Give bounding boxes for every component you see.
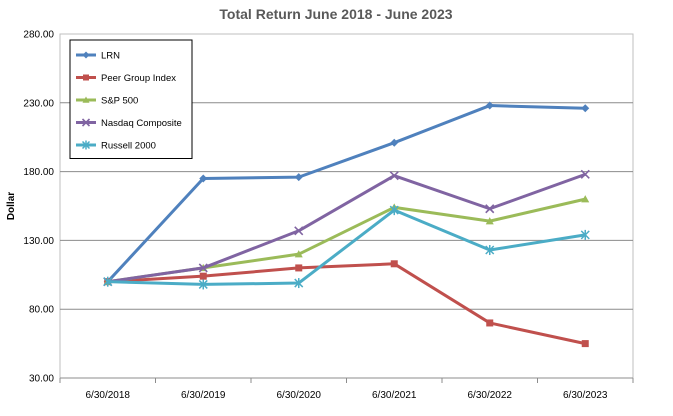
data-point — [103, 276, 113, 287]
y-tick-label: 30.00 — [29, 374, 54, 385]
data-point — [581, 195, 590, 203]
x-tick-label: 6/30/2021 — [372, 390, 417, 401]
data-point — [82, 96, 90, 103]
x-tick-label: 6/30/2020 — [277, 390, 322, 401]
data-point — [390, 138, 399, 147]
marker-stroke — [389, 171, 399, 181]
series-line — [107, 262, 586, 346]
marker-stroke — [580, 169, 590, 179]
data-point — [581, 340, 589, 348]
data-point — [198, 279, 208, 290]
data-point — [580, 229, 590, 240]
data-point — [199, 272, 207, 280]
y-tick-label: 130.00 — [23, 236, 54, 247]
data-point — [389, 171, 399, 181]
legend-label: Peer Group Index — [101, 73, 176, 84]
data-point — [81, 140, 91, 150]
y-axis-label: Dollar — [6, 192, 17, 220]
data-point — [82, 51, 90, 59]
legend-item: Nasdaq Composite — [76, 118, 182, 129]
data-point — [294, 250, 303, 258]
data-point — [295, 264, 303, 272]
series-line — [107, 208, 586, 286]
data-point — [485, 217, 494, 225]
data-point — [81, 118, 91, 127]
legend-label: S&P 500 — [101, 96, 138, 107]
data-point — [390, 260, 398, 268]
data-point — [294, 278, 304, 289]
legend-label: Russell 2000 — [101, 141, 156, 152]
data-point — [485, 101, 494, 110]
x-tick-label: 6/30/2018 — [86, 390, 131, 401]
x-tick-label: 6/30/2019 — [181, 390, 226, 401]
data-point — [199, 174, 208, 183]
y-tick-label: 230.00 — [23, 98, 54, 109]
marker-stroke — [294, 226, 304, 236]
legend-label: LRN — [101, 51, 120, 62]
marker-stroke — [198, 263, 208, 273]
x-tick-label: 6/30/2022 — [468, 390, 513, 401]
legend-label: Nasdaq Composite — [101, 118, 182, 129]
data-point — [294, 226, 304, 236]
legend-item: Peer Group Index — [76, 73, 176, 84]
marker-stroke — [81, 118, 91, 127]
series-line — [106, 104, 586, 283]
legend-item: Russell 2000 — [76, 140, 156, 152]
data-point — [485, 204, 495, 214]
data-point — [486, 319, 494, 327]
data-point — [389, 205, 399, 216]
y-tick-label: 280.00 — [23, 30, 54, 41]
y-tick-label: 180.00 — [23, 167, 54, 178]
data-point — [83, 74, 89, 81]
marker-stroke — [485, 204, 495, 214]
chart-title: Total Return June 2018 - June 2023 — [219, 6, 452, 22]
series-russell-2000 — [103, 205, 590, 290]
data-point — [580, 169, 590, 179]
series-line — [107, 172, 586, 284]
data-point — [485, 245, 495, 256]
data-point — [198, 263, 208, 273]
data-point — [294, 173, 303, 182]
x-tick-label: 6/30/2023 — [563, 390, 608, 401]
legend-item: LRN — [76, 51, 120, 62]
y-tick-label: 80.00 — [29, 305, 54, 316]
legend-item: S&P 500 — [76, 96, 138, 107]
data-point — [581, 104, 590, 113]
